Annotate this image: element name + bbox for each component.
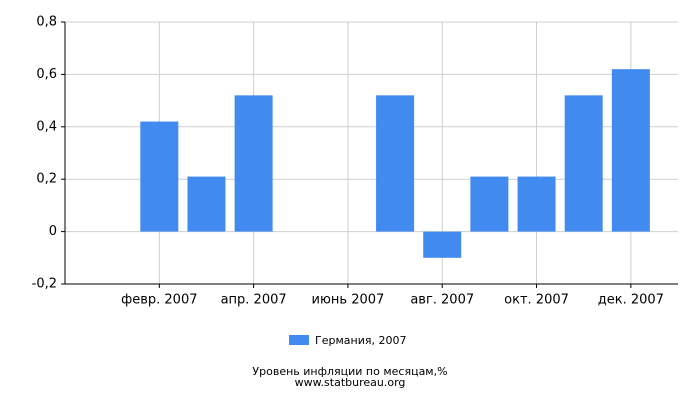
x-tick-label: окт. 2007 <box>504 293 569 308</box>
x-tick-label: апр. 2007 <box>221 293 287 308</box>
chart-subtitle: www.statbureau.org <box>295 376 406 389</box>
y-tick-label: 0,6 <box>36 67 57 82</box>
legend-swatch <box>289 335 309 345</box>
bar <box>517 176 556 232</box>
bar <box>376 95 415 232</box>
y-tick-label: 0,4 <box>36 119 57 134</box>
x-tick-label: февр. 2007 <box>121 293 197 308</box>
x-tick-label: дек. 2007 <box>598 293 664 308</box>
y-tick-label: 0,2 <box>36 172 57 187</box>
x-tick-label: июнь 2007 <box>312 293 385 308</box>
bar <box>564 95 603 232</box>
y-tick-label: 0 <box>49 224 57 239</box>
bar <box>187 176 226 232</box>
legend-label: Германия, 2007 <box>315 334 406 347</box>
bar <box>611 69 650 232</box>
bar <box>470 176 509 232</box>
bar <box>234 95 273 232</box>
bar <box>423 231 462 258</box>
y-tick-label: -0,2 <box>32 277 57 292</box>
x-tick-label: авг. 2007 <box>410 293 474 308</box>
bar <box>140 121 179 232</box>
y-tick-label: 0,8 <box>36 15 57 30</box>
chart-title: Уровень инфляции по месяцам,% <box>252 365 447 378</box>
